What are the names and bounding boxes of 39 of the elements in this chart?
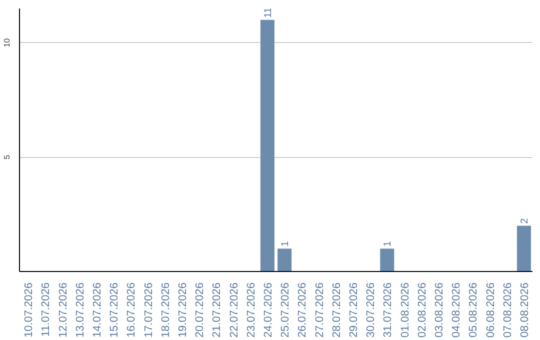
x-tick-label: 15.07.2026 — [108, 282, 121, 338]
x-tick-label: 29.07.2026 — [348, 282, 360, 338]
x-tick-label: 14.07.2026 — [91, 282, 104, 338]
x-tick-label: 08.08.2026 — [518, 282, 531, 338]
x-tick-label: 26.07.2026 — [296, 282, 309, 338]
x-tick-label: 19.07.2026 — [176, 282, 189, 338]
x-tick-label: 06.08.2026 — [484, 282, 497, 338]
x-tick-label: 13.07.2026 — [74, 282, 86, 338]
x-tick-label: 27.07.2026 — [314, 282, 326, 338]
y-tick-label: 5 — [2, 154, 12, 160]
x-tick-label: 01.08.2026 — [399, 282, 412, 338]
data-label: 1 — [382, 240, 394, 247]
y-tick-label: 10 — [2, 38, 12, 48]
x-tick-label: 28.07.2026 — [330, 282, 343, 338]
x-tick-label: 07.08.2026 — [502, 282, 514, 338]
x-tick-label: 11.07.2026 — [40, 282, 52, 337]
x-tick-label: 05.08.2026 — [468, 282, 480, 338]
x-tick-label: 10.07.2026 — [23, 282, 36, 338]
x-tick-label: 12.07.2026 — [57, 282, 70, 338]
x-tick-label: 02.08.2026 — [416, 282, 428, 338]
x-tick-label: 31.07.2026 — [382, 282, 394, 338]
bar — [380, 248, 394, 272]
x-tick-label: 25.07.2026 — [280, 282, 292, 338]
bar — [278, 248, 292, 272]
x-tick-label: 17.07.2026 — [142, 282, 155, 338]
x-tick-label: 22.07.2026 — [228, 282, 240, 338]
x-tick-label: 20.07.2026 — [194, 282, 206, 338]
x-tick-label: 16.07.2026 — [126, 282, 138, 338]
x-tick-label: 04.08.2026 — [450, 282, 463, 338]
x-tick-label: 21.07.2026 — [211, 282, 224, 338]
bar — [516, 226, 531, 272]
x-tick-label: 23.07.2026 — [245, 282, 258, 338]
x-tick-label: 30.07.2026 — [365, 282, 378, 338]
bar — [260, 20, 274, 272]
x-tick-label: 24.07.2026 — [262, 282, 274, 338]
x-tick-label: 18.07.2026 — [160, 282, 172, 338]
data-label: 2 — [519, 218, 530, 224]
x-tick-label: 03.08.2026 — [433, 282, 446, 338]
data-label: 1 — [280, 240, 292, 247]
